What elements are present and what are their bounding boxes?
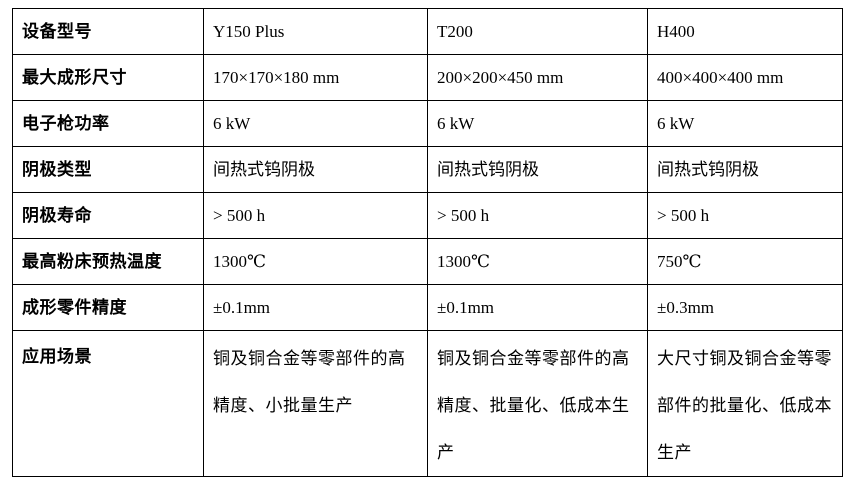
table-row-applications: 应用场景 铜及铜合金等零部件的高精度、小批量生产 铜及铜合金等零部件的高精度、批… — [12, 330, 843, 477]
cell-build-size-t200: 200×200×450 mm — [427, 54, 648, 101]
cell-applications-y150plus: 铜及铜合金等零部件的高精度、小批量生产 — [203, 330, 428, 477]
cell-model-h400: H400 — [647, 8, 843, 55]
row-label-gun-power: 电子枪功率 — [12, 100, 204, 147]
row-label-preheat-temp: 最高粉床预热温度 — [12, 238, 204, 285]
cell-model-y150plus: Y150 Plus — [203, 8, 428, 55]
cell-gun-power-y150plus: 6 kW — [203, 100, 428, 147]
row-label-cathode-type: 阴极类型 — [12, 146, 204, 193]
table-row-cathode-type: 阴极类型 间热式钨阴极 间热式钨阴极 间热式钨阴极 — [12, 146, 843, 193]
spec-table: 设备型号 Y150 Plus T200 H400 最大成形尺寸 170×170×… — [12, 8, 843, 477]
row-label-part-accuracy: 成形零件精度 — [12, 284, 204, 331]
cell-preheat-temp-h400: 750℃ — [647, 238, 843, 285]
table-row-model: 设备型号 Y150 Plus T200 H400 — [12, 8, 843, 55]
table-row-preheat-temp: 最高粉床预热温度 1300℃ 1300℃ 750℃ — [12, 238, 843, 285]
cell-build-size-y150plus: 170×170×180 mm — [203, 54, 428, 101]
cell-applications-h400: 大尺寸铜及铜合金等零部件的批量化、低成本生产 — [647, 330, 843, 477]
table-row-gun-power: 电子枪功率 6 kW 6 kW 6 kW — [12, 100, 843, 147]
cell-gun-power-t200: 6 kW — [427, 100, 648, 147]
cell-applications-t200: 铜及铜合金等零部件的高精度、批量化、低成本生产 — [427, 330, 648, 477]
cell-preheat-temp-t200: 1300℃ — [427, 238, 648, 285]
row-label-model: 设备型号 — [12, 8, 204, 55]
cell-cathode-type-t200: 间热式钨阴极 — [427, 146, 648, 193]
table-row-cathode-life: 阴极寿命 > 500 h > 500 h > 500 h — [12, 192, 843, 239]
cell-part-accuracy-t200: ±0.1mm — [427, 284, 648, 331]
table-row-build-size: 最大成形尺寸 170×170×180 mm 200×200×450 mm 400… — [12, 54, 843, 101]
cell-preheat-temp-y150plus: 1300℃ — [203, 238, 428, 285]
cell-build-size-h400: 400×400×400 mm — [647, 54, 843, 101]
table-row-part-accuracy: 成形零件精度 ±0.1mm ±0.1mm ±0.3mm — [12, 284, 843, 331]
cell-cathode-life-t200: > 500 h — [427, 192, 648, 239]
cell-part-accuracy-h400: ±0.3mm — [647, 284, 843, 331]
cell-part-accuracy-y150plus: ±0.1mm — [203, 284, 428, 331]
cell-cathode-life-h400: > 500 h — [647, 192, 843, 239]
cell-cathode-life-y150plus: > 500 h — [203, 192, 428, 239]
row-label-cathode-life: 阴极寿命 — [12, 192, 204, 239]
cell-cathode-type-y150plus: 间热式钨阴极 — [203, 146, 428, 193]
row-label-applications: 应用场景 — [12, 330, 204, 477]
cell-gun-power-h400: 6 kW — [647, 100, 843, 147]
cell-cathode-type-h400: 间热式钨阴极 — [647, 146, 843, 193]
cell-model-t200: T200 — [427, 8, 648, 55]
row-label-build-size: 最大成形尺寸 — [12, 54, 204, 101]
